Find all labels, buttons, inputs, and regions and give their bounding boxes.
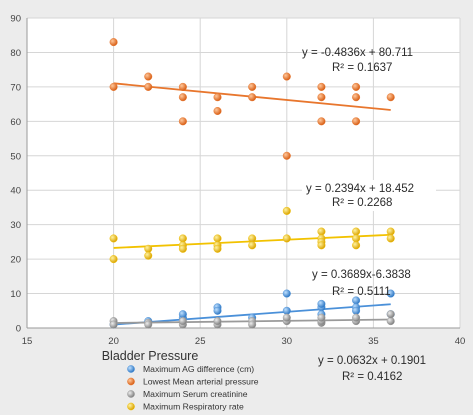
trendline-r-squared: R² = 0.1637	[332, 62, 392, 74]
data-point	[352, 241, 361, 250]
data-point	[386, 93, 395, 102]
x-tick-label: 30	[282, 336, 293, 347]
data-point	[317, 117, 326, 126]
data-point	[109, 255, 118, 264]
data-point	[248, 82, 257, 91]
data-points	[109, 38, 395, 329]
data-point	[248, 234, 257, 243]
trendline-equation: y = -0.4836x + 80.711	[302, 47, 413, 59]
data-point	[317, 241, 326, 250]
y-tick-label: 50	[10, 151, 21, 162]
data-point	[213, 317, 222, 326]
data-point	[213, 244, 222, 253]
data-point	[178, 244, 187, 253]
data-point	[282, 72, 291, 81]
data-point	[317, 93, 326, 102]
data-point	[248, 241, 257, 250]
x-tick-label: 20	[108, 336, 119, 347]
data-point	[282, 306, 291, 315]
equation-background	[302, 180, 436, 211]
x-tick-label: 25	[195, 336, 206, 347]
data-point	[352, 93, 361, 102]
data-point	[178, 310, 187, 319]
data-point	[317, 227, 326, 236]
legend: Maximum AG difference (cm) Lowest Mean ar…	[127, 364, 259, 412]
data-point	[352, 82, 361, 91]
data-point	[352, 313, 361, 322]
data-point	[248, 320, 257, 329]
data-point	[317, 299, 326, 308]
trendline-equation: y = 0.3689x-6.3838	[312, 269, 411, 281]
trendline-r-squared: R² = 0.5111	[332, 286, 391, 298]
data-point	[109, 234, 118, 243]
trendline-r-squared: R² = 0.2268	[332, 197, 392, 209]
data-point	[352, 227, 361, 236]
legend-marker	[127, 402, 135, 411]
data-point	[109, 82, 118, 91]
data-point	[317, 82, 326, 91]
data-point	[178, 317, 187, 326]
legend-label: Lowest Mean arterial pressure	[143, 377, 259, 387]
data-point	[282, 206, 291, 215]
data-point	[386, 289, 395, 298]
data-point	[178, 234, 187, 243]
legend-marker	[127, 365, 135, 373]
data-point	[386, 317, 395, 326]
y-tick-label: 80	[10, 48, 21, 59]
y-tick-label: 30	[10, 220, 21, 231]
trendline-equation: y = 0.0632x + 0.1901	[318, 355, 426, 367]
data-point	[282, 313, 291, 322]
y-tick-label: 70	[10, 82, 21, 93]
trendline-equation: y = 0.2394x + 18.452	[306, 183, 414, 195]
data-point	[213, 106, 222, 115]
data-point	[386, 310, 395, 319]
data-point	[144, 320, 153, 329]
trendline-r-squared: R² = 0.4162	[342, 371, 402, 383]
equation-labels: y = 0.3689x-6.3838 R² = 0.5111 y = -0.4836…	[302, 47, 436, 383]
data-point	[386, 234, 395, 243]
data-point	[282, 234, 291, 243]
plot-area	[27, 18, 460, 328]
y-tick-label: 40	[10, 186, 21, 197]
data-point	[144, 72, 153, 81]
data-point	[282, 151, 291, 160]
data-point	[352, 306, 361, 315]
y-tick-label: 10	[10, 289, 21, 300]
data-point	[144, 251, 153, 260]
data-point	[109, 320, 118, 329]
data-point	[144, 82, 153, 91]
data-point	[352, 234, 361, 243]
x-axis-title: Bladder Pressure	[102, 349, 199, 363]
x-tick-label: 40	[455, 336, 466, 347]
legend-label: Maximum Respiratory rate	[143, 402, 244, 412]
data-point	[213, 306, 222, 315]
data-point	[386, 227, 395, 236]
data-point	[144, 244, 153, 253]
data-point	[213, 234, 222, 243]
x-tick-label: 35	[368, 336, 379, 347]
legend-label: Maximum Serum creatinine	[143, 389, 248, 399]
legend-marker	[127, 390, 135, 398]
legend-label: Maximum AG difference (cm)	[143, 364, 254, 374]
axes: 0 10 20 30 40 50 60 70 80 90 15 20 25 30 35 40	[10, 14, 465, 348]
data-point	[178, 117, 187, 126]
y-tick-label: 60	[10, 117, 21, 128]
y-tick-label: 20	[10, 255, 21, 266]
data-point	[317, 313, 326, 322]
data-point	[213, 93, 222, 102]
legend-marker	[127, 377, 135, 386]
data-point	[282, 289, 291, 298]
data-point	[352, 117, 361, 126]
data-point	[248, 93, 257, 102]
data-point	[178, 93, 187, 102]
y-tick-label: 0	[16, 324, 21, 335]
y-tick-label: 90	[10, 14, 21, 25]
data-point	[178, 82, 187, 91]
data-point	[109, 38, 118, 47]
x-tick-label: 15	[22, 336, 33, 347]
